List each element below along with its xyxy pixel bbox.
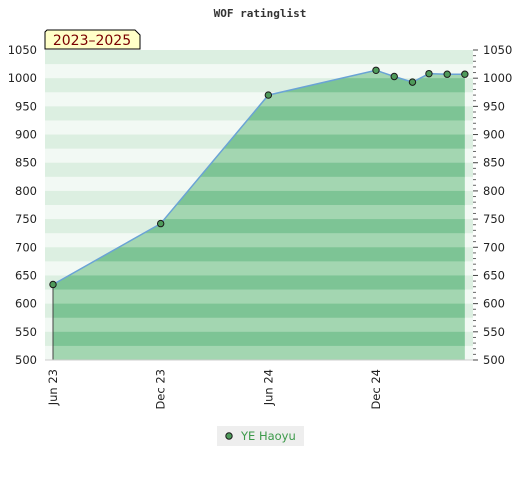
- area-band: [53, 247, 465, 262]
- y-tick-label-right: 1000: [483, 71, 512, 85]
- y-tick-label-left: 800: [15, 184, 37, 198]
- y-tick-label-right: 1050: [483, 43, 512, 57]
- area-band: [53, 233, 465, 248]
- y-tick-label-left: 1050: [8, 43, 37, 57]
- x-tick-label: Jun 23: [46, 369, 60, 406]
- legend-marker: [225, 432, 233, 440]
- x-tick-label: Dec 24: [369, 369, 383, 410]
- data-point: [264, 91, 273, 99]
- data-point: [49, 280, 57, 289]
- chart-title: WOF ratinglist: [214, 7, 307, 20]
- y-tick-label-right: 750: [483, 212, 505, 226]
- area-band: [53, 289, 465, 305]
- y-tick-label-right: 800: [483, 184, 505, 198]
- period-badge-box: [44, 29, 141, 50]
- legend-box: [217, 426, 304, 446]
- y-tick-label-right: 600: [483, 297, 505, 311]
- y-tick-label-right: 950: [483, 99, 505, 113]
- data-point: [372, 66, 380, 74]
- y-tick-label-left: 750: [15, 212, 37, 226]
- area-band: [53, 345, 465, 361]
- area-band: [53, 275, 465, 291]
- period-badge: 2023–2025: [44, 29, 141, 50]
- data-point: [425, 69, 433, 78]
- data-point: [408, 78, 417, 86]
- y-tick-label-left: 600: [15, 297, 37, 311]
- y-tick-label-left: 1000: [8, 71, 37, 85]
- y-tick-label-left: 550: [15, 325, 37, 339]
- x-tick-label: Dec 23: [154, 369, 168, 410]
- y-tick-label-right: 850: [483, 156, 505, 170]
- data-point: [390, 72, 398, 81]
- y-tick-label-left: 500: [15, 353, 37, 367]
- background-band: [45, 64, 473, 79]
- y-tick-label-right: 700: [483, 240, 505, 254]
- axes: 500 500 550 550 600 600 650 650 700 700 750 750 800 8…: [8, 43, 513, 410]
- x-tick-label: Jun 24: [261, 369, 275, 406]
- legend[interactable]: YE Haoyu: [217, 426, 304, 446]
- data-point: [156, 219, 165, 228]
- area-band: [53, 303, 465, 319]
- y-tick-label-right: 650: [483, 268, 505, 282]
- period-badge-label: 2023–2025: [53, 33, 131, 49]
- y-tick-label-left: 650: [15, 268, 37, 282]
- area-band: [53, 331, 465, 347]
- area-band: [53, 261, 465, 276]
- y-tick-label-right: 550: [483, 325, 505, 339]
- data-point: [443, 70, 451, 78]
- y-tick-label-right: 500: [483, 353, 505, 367]
- points-layer: [49, 66, 469, 289]
- y-tick-label-left: 850: [15, 156, 37, 170]
- y-tick-label-left: 950: [15, 99, 37, 113]
- data-point: [461, 70, 469, 78]
- y-tick-label-right: 900: [483, 128, 505, 142]
- y-tick-label-left: 900: [15, 128, 37, 142]
- legend-label: YE Haoyu: [240, 429, 296, 443]
- area-band: [53, 317, 465, 333]
- background-band: [45, 50, 473, 65]
- y-tick-label-left: 700: [15, 240, 37, 254]
